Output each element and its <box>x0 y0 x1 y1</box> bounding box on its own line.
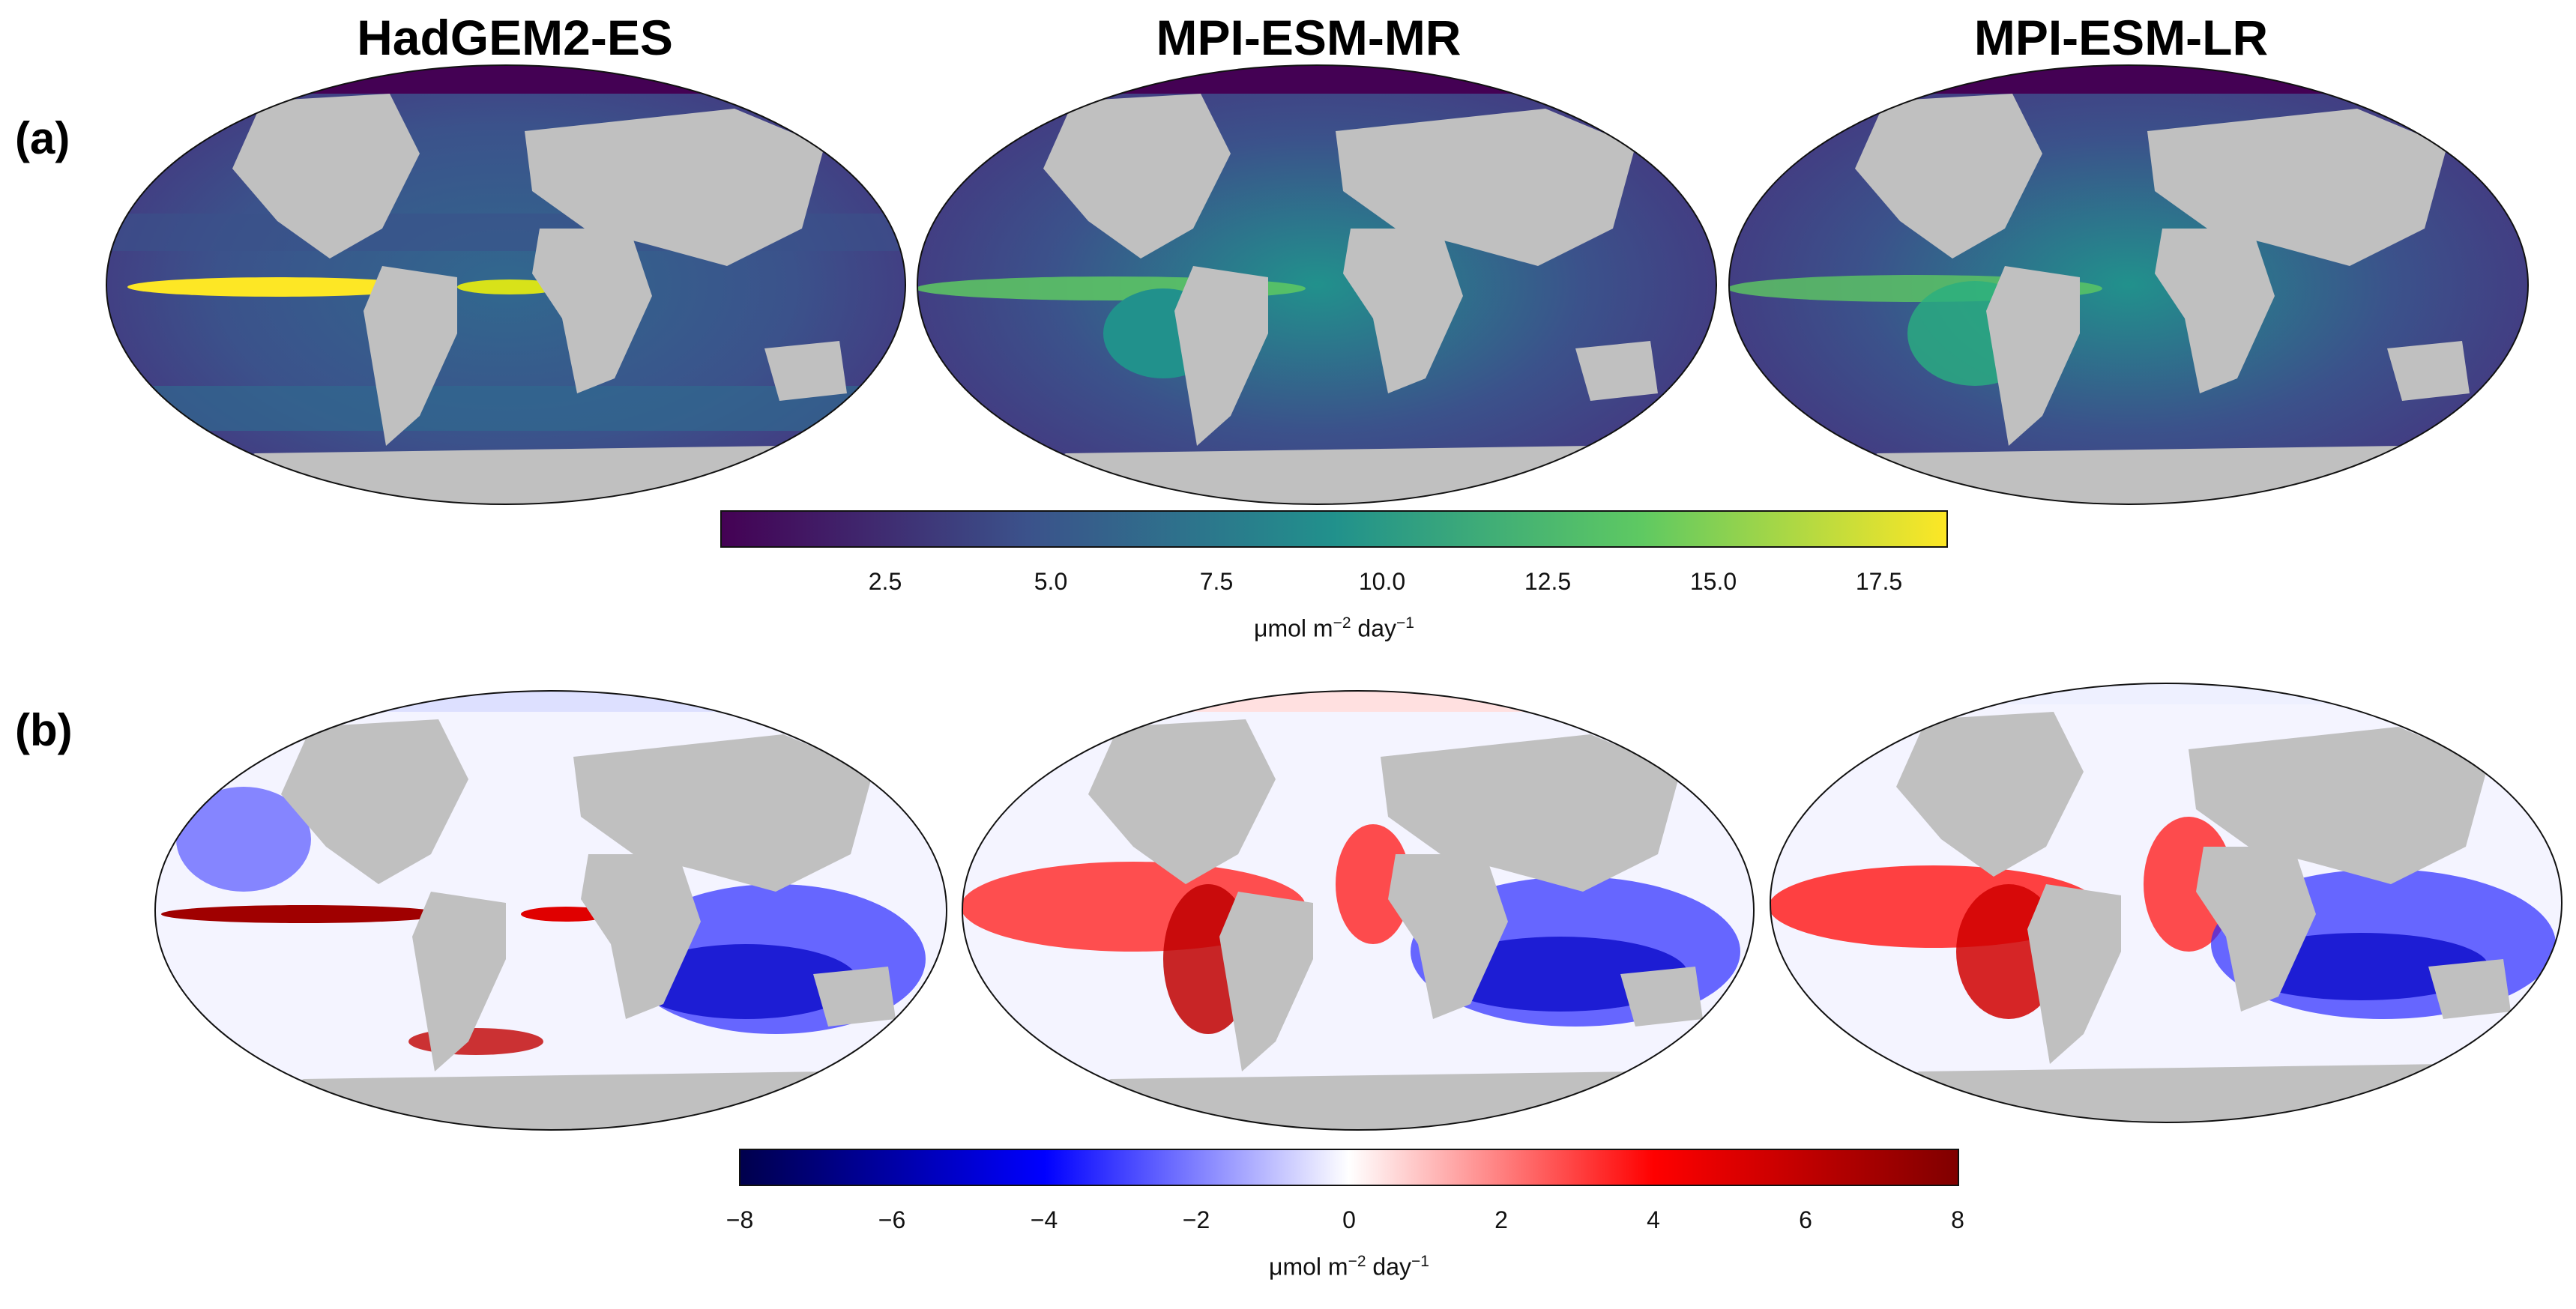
map-title-hadgem2-es: HadGEM2-ES <box>357 10 673 65</box>
colorbar-a-tick: 15.0 <box>1689 568 1737 595</box>
colorbar-a-unit: μmol m−2 day−1 <box>1254 614 1414 642</box>
colorbar-b <box>739 1149 1959 1186</box>
map-title-mpi-esm-mr: MPI-ESM-MR <box>1156 10 1462 65</box>
panel-label-a: (a) <box>15 113 70 163</box>
colorbar-b-tick: 0 <box>1342 1206 1356 1233</box>
colorbar-a-tick: 5.0 <box>1034 568 1068 595</box>
map-a-hadgem2-es <box>106 64 906 505</box>
colorbar-b-tick: 8 <box>1951 1206 1964 1233</box>
colorbar-a-tick: 12.5 <box>1524 568 1572 595</box>
panel-label-b: (b) <box>15 705 73 755</box>
map-b-mpi-esm-mr <box>962 690 1755 1131</box>
map-title-mpi-esm-lr: MPI-ESM-LR <box>1973 10 2269 65</box>
colorbar-b-tick: −8 <box>726 1206 754 1233</box>
colorbar-b-tick: −2 <box>1182 1206 1210 1233</box>
colorbar-b-tick: 2 <box>1494 1206 1508 1233</box>
colorbar-a-tick: 17.5 <box>1855 568 1903 595</box>
colorbar-b-tick: 6 <box>1799 1206 1812 1233</box>
map-a-mpi-esm-lr <box>1728 64 2529 505</box>
colorbar-a-tick: 7.5 <box>1199 568 1234 595</box>
colorbar-b-tick: −4 <box>1030 1206 1058 1233</box>
colorbar-a <box>720 510 1948 548</box>
colorbar-b-unit: μmol m−2 day−1 <box>1269 1253 1429 1281</box>
map-a-mpi-esm-mr <box>917 64 1717 505</box>
colorbar-a-tick: 2.5 <box>868 568 902 595</box>
map-b-hadgem2-es <box>154 690 947 1131</box>
colorbar-b-tick: 4 <box>1647 1206 1660 1233</box>
colorbar-b-tick: −6 <box>878 1206 906 1233</box>
colorbar-a-tick: 10.0 <box>1358 568 1406 595</box>
map-b-mpi-esm-lr <box>1770 683 2563 1123</box>
